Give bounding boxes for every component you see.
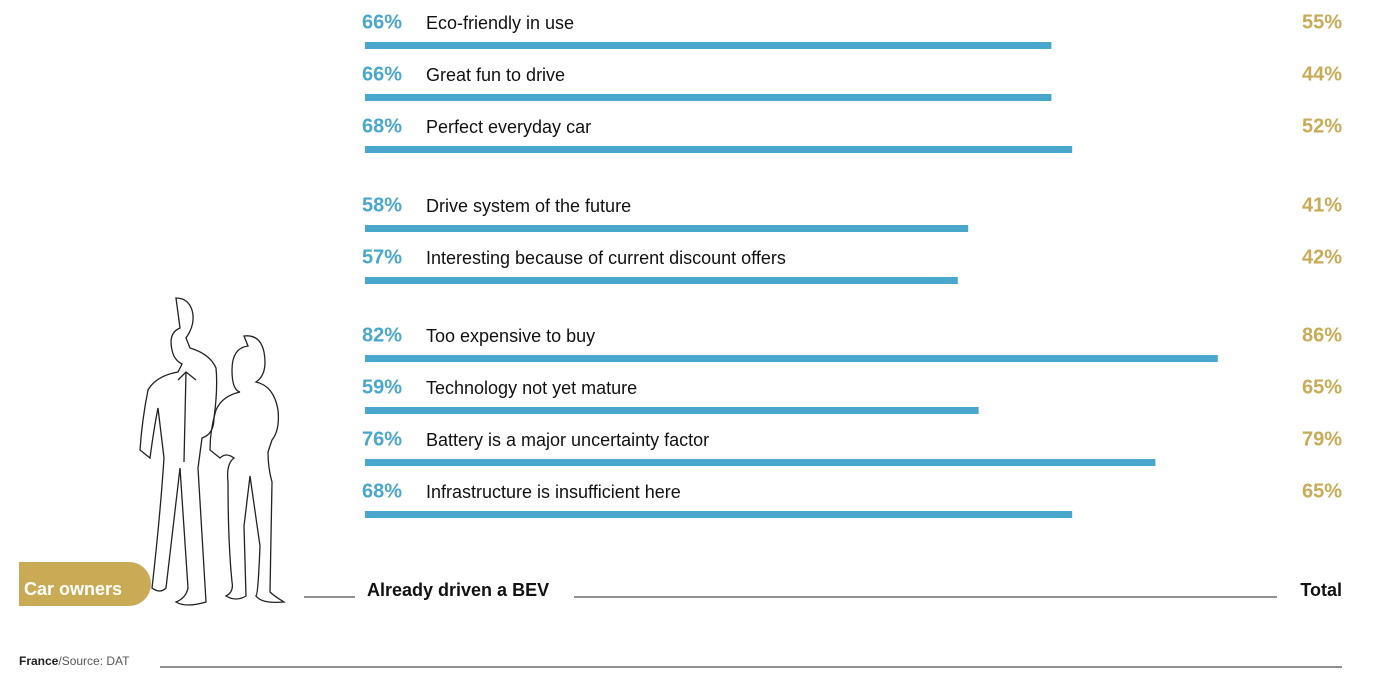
category-label: Battery is a major uncertainty factor: [426, 430, 709, 450]
bar: [365, 459, 1156, 466]
value-label: 65%: [1302, 376, 1342, 398]
badge-shape: [19, 562, 151, 606]
value-label: 68%: [362, 115, 402, 137]
source-country: France: [19, 654, 59, 668]
category-label: Too expensive to buy: [426, 326, 595, 346]
category-label: Eco-friendly in use: [426, 13, 574, 33]
bar: [365, 511, 1073, 518]
legend-entry: Total: [1300, 580, 1342, 600]
category-label: Infrastructure is insufficient here: [426, 482, 681, 502]
value-label: 68%: [362, 480, 402, 502]
category-label: Technology not yet mature: [426, 378, 637, 398]
group-label: Car owners: [24, 579, 122, 599]
value-label: 44%: [1302, 63, 1342, 85]
bar: [365, 225, 969, 232]
value-label: 41%: [1302, 194, 1342, 216]
value-label: 76%: [362, 428, 402, 450]
bar: [365, 277, 958, 284]
group-badge: Car owners: [19, 562, 151, 606]
bar: [365, 407, 979, 414]
value-label: 52%: [1302, 115, 1342, 137]
value-label: 65%: [1302, 480, 1342, 502]
value-label: 59%: [362, 376, 402, 398]
value-label: 58%: [362, 194, 402, 216]
category-label: Interesting because of current discount …: [426, 248, 786, 268]
bar: [365, 94, 1052, 101]
value-label: 66%: [362, 63, 402, 85]
source: /Source: DAT: [58, 654, 130, 668]
bar: [365, 42, 1052, 49]
source-line: France/Source: DAT: [19, 654, 130, 668]
bar: [365, 355, 1218, 362]
people-illustration: [139, 297, 287, 606]
value-label: 86%: [1302, 324, 1342, 346]
value-label: 79%: [1302, 428, 1342, 450]
value-label: 55%: [1302, 11, 1342, 33]
value-label: 66%: [362, 11, 402, 33]
bar: [365, 146, 1073, 153]
value-label: 57%: [362, 246, 402, 268]
category-label: Perfect everyday car: [426, 117, 591, 137]
value-label: 42%: [1302, 246, 1342, 268]
legend-entry: Already driven a BEV: [367, 580, 549, 600]
category-label: Great fun to drive: [426, 65, 565, 85]
category-label: Drive system of the future: [426, 196, 631, 216]
value-label: 82%: [362, 324, 402, 346]
